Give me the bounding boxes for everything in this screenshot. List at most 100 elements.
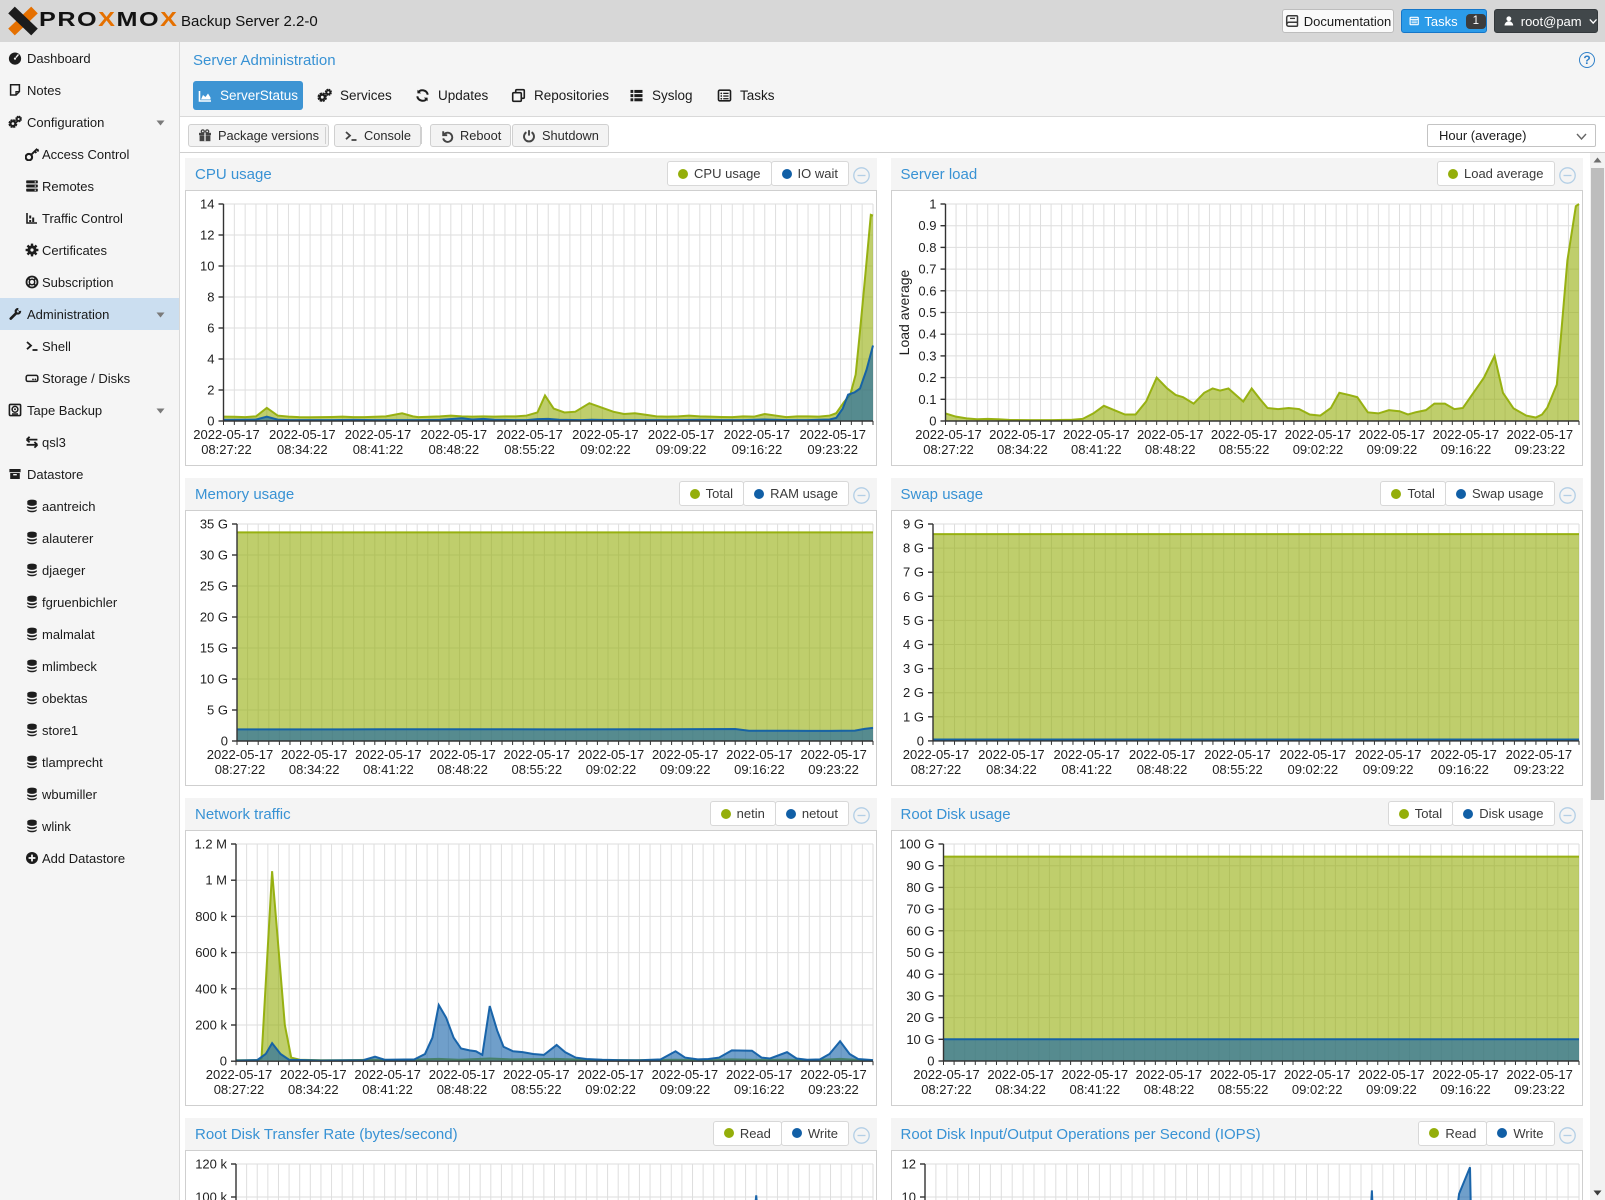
svg-text:2022-05-17: 2022-05-17 xyxy=(1505,747,1572,762)
svg-text:08:41:22: 08:41:22 xyxy=(353,442,404,457)
svg-text:09:09:22: 09:09:22 xyxy=(1362,762,1413,777)
svg-text:2022-05-17: 2022-05-17 xyxy=(429,1067,496,1082)
svg-text:2022-05-17: 2022-05-17 xyxy=(652,747,719,762)
svg-text:2022-05-17: 2022-05-17 xyxy=(496,427,562,442)
svg-text:0.1: 0.1 xyxy=(918,392,936,407)
svg-text:08:27:22: 08:27:22 xyxy=(215,762,266,777)
svg-text:0: 0 xyxy=(916,733,923,748)
svg-text:70 G: 70 G xyxy=(906,902,934,917)
svg-text:2: 2 xyxy=(207,383,214,398)
svg-text:08:34:22: 08:34:22 xyxy=(997,442,1048,457)
svg-text:2022-05-17: 2022-05-17 xyxy=(1136,427,1203,442)
svg-text:40 G: 40 G xyxy=(906,967,934,982)
svg-text:09:23:22: 09:23:22 xyxy=(1513,762,1564,777)
svg-text:09:02:22: 09:02:22 xyxy=(585,1082,636,1097)
svg-text:7 G: 7 G xyxy=(903,565,924,580)
svg-text:1: 1 xyxy=(929,197,936,212)
svg-text:90 G: 90 G xyxy=(906,858,934,873)
svg-text:600 k: 600 k xyxy=(195,945,227,960)
svg-text:09:23:22: 09:23:22 xyxy=(1514,1082,1565,1097)
svg-text:2022-05-17: 2022-05-17 xyxy=(1128,747,1195,762)
svg-text:08:34:22: 08:34:22 xyxy=(277,442,328,457)
svg-text:09:23:22: 09:23:22 xyxy=(1514,442,1565,457)
svg-text:08:41:22: 08:41:22 xyxy=(1061,762,1112,777)
svg-text:2022-05-17: 2022-05-17 xyxy=(1061,1067,1128,1082)
svg-text:10: 10 xyxy=(901,1189,915,1200)
svg-text:10 G: 10 G xyxy=(200,672,228,687)
svg-text:08:55:22: 08:55:22 xyxy=(1218,442,1269,457)
svg-text:6 G: 6 G xyxy=(903,589,924,604)
svg-text:2022-05-17: 2022-05-17 xyxy=(800,1067,867,1082)
svg-text:0: 0 xyxy=(220,1054,227,1069)
svg-text:2022-05-17: 2022-05-17 xyxy=(913,1067,980,1082)
svg-text:09:09:22: 09:09:22 xyxy=(1366,442,1417,457)
svg-text:2022-05-17: 2022-05-17 xyxy=(504,747,571,762)
svg-text:2022-05-17: 2022-05-17 xyxy=(1432,1067,1499,1082)
svg-text:2022-05-17: 2022-05-17 xyxy=(1053,747,1120,762)
svg-text:08:48:22: 08:48:22 xyxy=(437,762,488,777)
svg-text:2022-05-17: 2022-05-17 xyxy=(572,427,639,442)
svg-text:120 k: 120 k xyxy=(195,1156,227,1171)
svg-text:0: 0 xyxy=(221,734,228,749)
svg-text:2022-05-17: 2022-05-17 xyxy=(724,427,791,442)
svg-text:30 G: 30 G xyxy=(200,548,228,563)
svg-text:08:48:22: 08:48:22 xyxy=(437,1082,488,1097)
svg-text:0.4: 0.4 xyxy=(918,327,936,342)
svg-text:2022-05-17: 2022-05-17 xyxy=(578,747,645,762)
svg-text:2022-05-17: 2022-05-17 xyxy=(648,427,715,442)
svg-text:09:02:22: 09:02:22 xyxy=(1292,442,1343,457)
svg-text:0.5: 0.5 xyxy=(918,305,936,320)
svg-text:35 G: 35 G xyxy=(200,517,228,532)
svg-text:09:16:22: 09:16:22 xyxy=(734,1082,785,1097)
svg-text:2022-05-17: 2022-05-17 xyxy=(1204,747,1271,762)
svg-text:20 G: 20 G xyxy=(200,610,228,625)
svg-text:09:09:22: 09:09:22 xyxy=(656,442,707,457)
svg-text:10: 10 xyxy=(200,259,214,274)
svg-text:09:09:22: 09:09:22 xyxy=(660,762,711,777)
svg-text:20 G: 20 G xyxy=(906,1010,934,1025)
svg-text:0.6: 0.6 xyxy=(918,283,936,298)
svg-text:2022-05-17: 2022-05-17 xyxy=(421,427,488,442)
svg-text:2022-05-17: 2022-05-17 xyxy=(1063,427,1130,442)
svg-text:2022-05-17: 2022-05-17 xyxy=(193,427,260,442)
svg-text:2022-05-17: 2022-05-17 xyxy=(726,747,793,762)
svg-text:25 G: 25 G xyxy=(200,579,228,594)
svg-text:60 G: 60 G xyxy=(906,923,934,938)
svg-text:0: 0 xyxy=(207,414,214,429)
svg-text:09:16:22: 09:16:22 xyxy=(1438,762,1489,777)
svg-text:3 G: 3 G xyxy=(903,661,924,676)
svg-text:0: 0 xyxy=(929,414,936,429)
svg-text:0: 0 xyxy=(927,1054,934,1069)
svg-text:08:27:22: 08:27:22 xyxy=(923,442,974,457)
svg-text:400 k: 400 k xyxy=(195,981,227,996)
svg-text:2022-05-17: 2022-05-17 xyxy=(280,1067,347,1082)
svg-text:08:48:22: 08:48:22 xyxy=(1143,1082,1194,1097)
svg-text:100 G: 100 G xyxy=(899,837,934,852)
svg-text:5 G: 5 G xyxy=(903,613,924,628)
svg-text:08:34:22: 08:34:22 xyxy=(986,762,1037,777)
svg-text:100 k: 100 k xyxy=(195,1189,227,1200)
svg-text:2022-05-17: 2022-05-17 xyxy=(1358,427,1425,442)
svg-text:1 M: 1 M xyxy=(205,873,227,888)
svg-text:2022-05-17: 2022-05-17 xyxy=(989,427,1056,442)
svg-text:2022-05-17: 2022-05-17 xyxy=(1210,427,1277,442)
svg-text:0.7: 0.7 xyxy=(918,262,936,277)
svg-text:4: 4 xyxy=(207,352,214,367)
svg-text:2022-05-17: 2022-05-17 xyxy=(1354,747,1421,762)
svg-text:2022-05-17: 2022-05-17 xyxy=(915,427,982,442)
svg-text:14: 14 xyxy=(200,197,214,212)
svg-text:2022-05-17: 2022-05-17 xyxy=(1430,747,1497,762)
svg-text:08:41:22: 08:41:22 xyxy=(363,762,414,777)
svg-text:08:27:22: 08:27:22 xyxy=(201,442,252,457)
svg-text:09:02:22: 09:02:22 xyxy=(1291,1082,1342,1097)
svg-text:30 G: 30 G xyxy=(906,988,934,1003)
svg-text:2022-05-17: 2022-05-17 xyxy=(207,747,274,762)
svg-text:10 G: 10 G xyxy=(906,1032,934,1047)
svg-text:2022-05-17: 2022-05-17 xyxy=(281,747,348,762)
svg-text:2022-05-17: 2022-05-17 xyxy=(987,1067,1054,1082)
svg-text:2022-05-17: 2022-05-17 xyxy=(1506,427,1573,442)
svg-text:09:02:22: 09:02:22 xyxy=(586,762,637,777)
svg-text:09:09:22: 09:09:22 xyxy=(660,1082,711,1097)
svg-text:09:02:22: 09:02:22 xyxy=(1287,762,1338,777)
svg-text:09:02:22: 09:02:22 xyxy=(580,442,631,457)
